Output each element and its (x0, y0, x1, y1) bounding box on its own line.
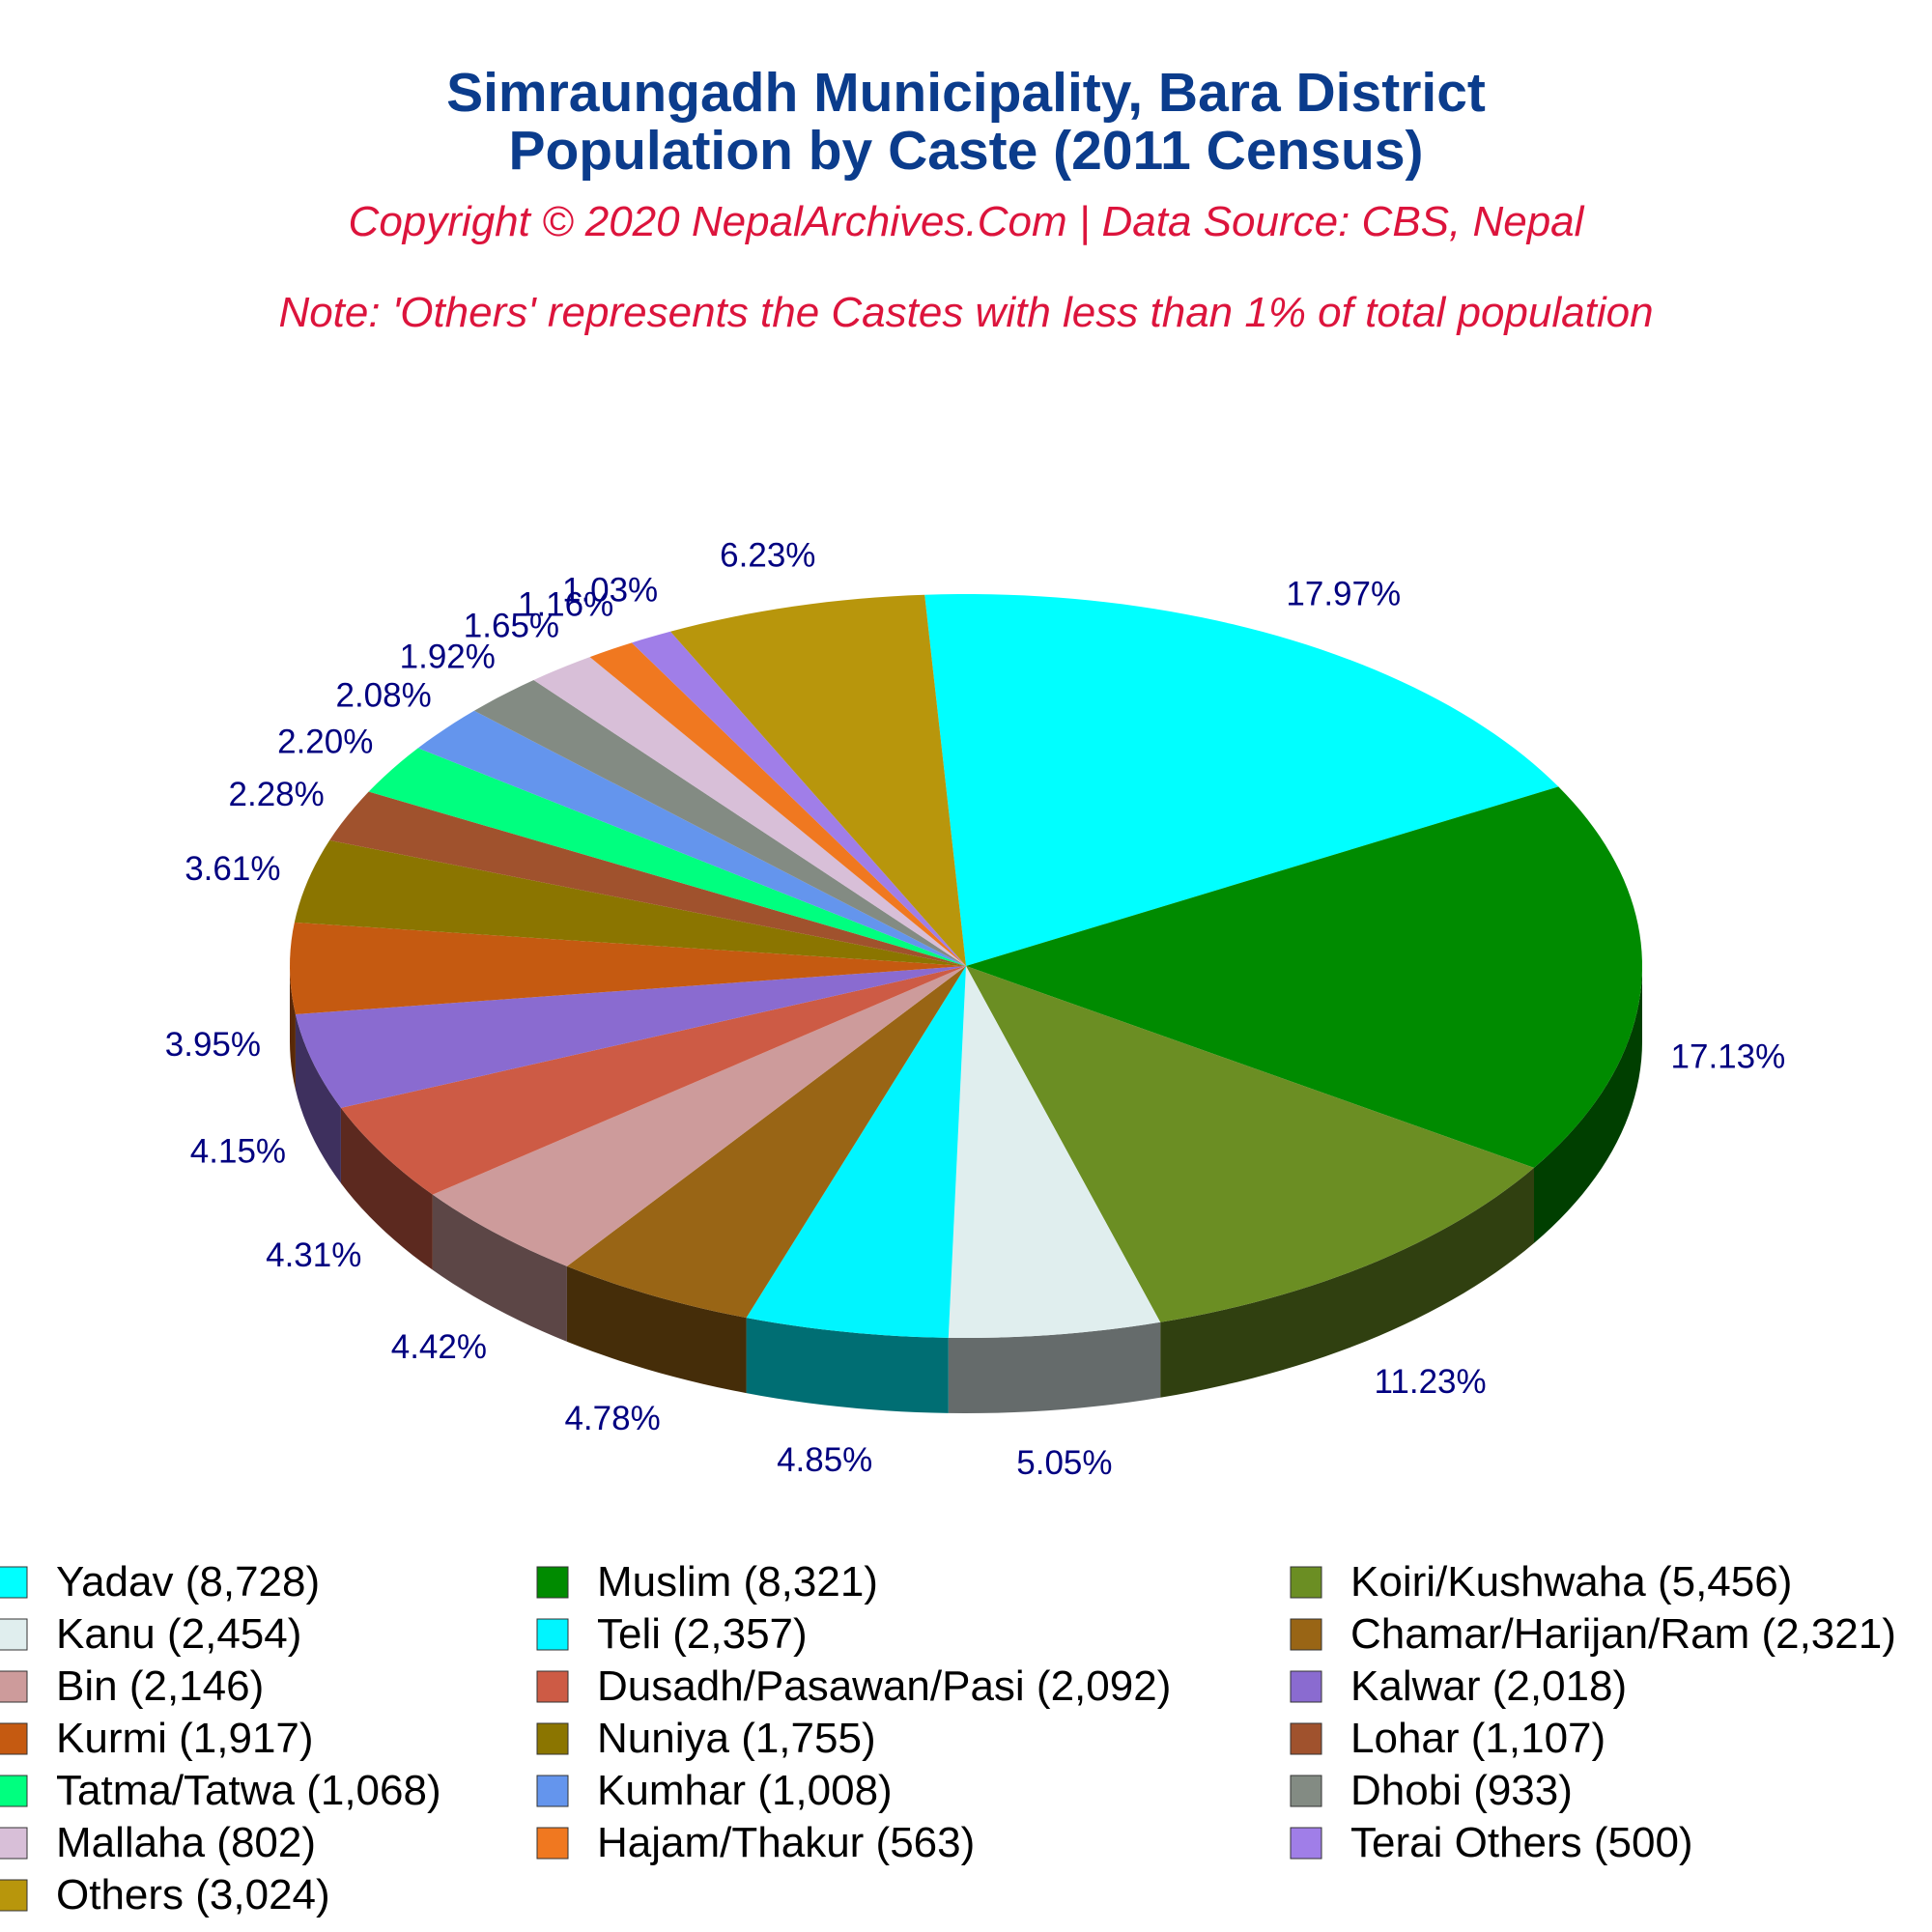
pie-side-kalwar (295, 1014, 341, 1183)
legend-swatch-dhobi (1290, 1775, 1322, 1807)
pie-slice-teli (746, 966, 966, 1338)
legend-label-terai-others: Terai Others (500) (1350, 1819, 1693, 1866)
pie-side-kurmi (290, 966, 296, 1091)
pct-label-yadav: 17.97% (1286, 576, 1401, 613)
pie-sides (290, 966, 1642, 1413)
pct-label-others: 6.23% (720, 536, 815, 574)
legend-label-kumhar: Kumhar (1,008) (597, 1767, 893, 1814)
legend-label-others: Others (3,024) (56, 1871, 330, 1918)
legend-swatch-muslim (536, 1566, 569, 1599)
legend-swatch-lohar (1290, 1722, 1322, 1755)
pct-label-chamar-harijan-ram: 4.78% (564, 1400, 660, 1437)
legend-swatch-mallaha (0, 1827, 28, 1860)
legend-label-kurmi: Kurmi (1,917) (56, 1715, 314, 1762)
pct-label-bin: 4.42% (391, 1328, 487, 1366)
pie-side-teli (746, 1318, 949, 1413)
note-text: Note: 'Others' represents the Castes wit… (278, 289, 1653, 336)
pie-slice-kurmi (290, 922, 966, 1015)
pie-side-koiri-kushwaha (1160, 1167, 1534, 1398)
pie-slice-kalwar (295, 966, 966, 1108)
pct-label-dusadh-pasawan-pasi: 4.31% (266, 1236, 361, 1274)
pct-label-hajam-thakur: 1.16% (518, 586, 613, 624)
pct-label-muslim: 17.13% (1671, 1038, 1786, 1076)
pie-side-bin (432, 1194, 567, 1342)
pie-slice-dhobi (473, 679, 966, 966)
pie-slice-chamar-harijan-ram (566, 966, 966, 1319)
pie-slice-kumhar (417, 710, 966, 966)
pie-slice-lohar (329, 791, 966, 966)
legend-label-lohar: Lohar (1,107) (1350, 1715, 1605, 1762)
legend-swatch-kanu (0, 1618, 28, 1651)
legend-swatch-others (0, 1879, 28, 1912)
legend: Yadav (8,728) Muslim (8,321) Koiri/Kushwah… (0, 1558, 1896, 1918)
chart-title: Simraungadh Municipality, Bara District (446, 62, 1486, 124)
pct-label-koiri-kushwaha: 11.23% (1375, 1363, 1487, 1401)
pct-label-kumhar: 2.08% (335, 677, 431, 715)
pie-slice-yadav (924, 594, 1559, 966)
legend-label-mallaha: Mallaha (802) (56, 1819, 316, 1866)
pct-label-terai-others: 1.03% (562, 572, 658, 610)
pie-slice-muslim (966, 786, 1642, 1168)
legend-swatch-chamar-harijan-ram (1290, 1618, 1322, 1651)
pct-label-teli: 4.85% (777, 1441, 872, 1479)
legend-label-dhobi: Dhobi (933) (1350, 1767, 1573, 1814)
legend-swatch-tatma-tatwa (0, 1775, 28, 1807)
legend-label-nuniya: Nuniya (1,755) (597, 1715, 876, 1762)
pie-slice-others (670, 594, 966, 966)
legend-swatch-terai-others (1290, 1827, 1322, 1860)
pie-slice-kanu (948, 966, 1161, 1338)
chart-title-line2: Population by Caste (2011 Census) (508, 120, 1423, 182)
pie-slice-terai-others (631, 631, 966, 966)
pie-slice-nuniya (294, 839, 966, 966)
pct-label-mallaha: 1.65% (464, 608, 559, 645)
pct-label-kanu: 5.05% (1016, 1444, 1112, 1482)
legend-label-chamar-harijan-ram: Chamar/Harijan/Ram (2,321) (1350, 1610, 1896, 1658)
pct-label-lohar: 2.28% (229, 776, 325, 813)
legend-swatch-hajam-thakur (536, 1827, 569, 1860)
pie-slice-tatma-tatwa (368, 748, 966, 966)
pct-label-nuniya: 3.61% (185, 850, 280, 888)
legend-swatch-kumhar (536, 1775, 569, 1807)
legend-label-dusadh-pasawan-pasi: Dusadh/Pasawan/Pasi (2,092) (597, 1662, 1171, 1710)
legend-label-tatma-tatwa: Tatma/Tatwa (1,068) (56, 1767, 441, 1814)
legend-label-bin: Bin (2,146) (56, 1662, 264, 1710)
legend-label-muslim: Muslim (8,321) (597, 1558, 878, 1605)
legend-swatch-kurmi (0, 1722, 28, 1755)
pct-label-dhobi: 1.92% (400, 638, 496, 675)
legend-swatch-koiri-kushwaha (1290, 1566, 1322, 1599)
pie-side-dusadh-pasawan-pasi (340, 1107, 433, 1270)
pie-slice-koiri-kushwaha (966, 966, 1534, 1322)
copyright-text: Copyright © 2020 NepalArchives.Com | Dat… (349, 198, 1585, 245)
pie-top (290, 594, 1642, 1338)
pie-slice-hajam-thakur (589, 642, 966, 966)
pct-label-tatma-tatwa: 2.20% (277, 723, 373, 760)
pie-side-chamar-harijan-ram (566, 1265, 747, 1394)
legend-label-hajam-thakur: Hajam/Thakur (563) (597, 1819, 975, 1866)
legend-label-kanu: Kanu (2,454) (56, 1610, 301, 1658)
pie-side-kanu (948, 1321, 1161, 1413)
legend-swatch-nuniya (536, 1722, 569, 1755)
pie-slice-dusadh-pasawan-pasi (340, 966, 966, 1195)
pie-side-muslim (1533, 966, 1642, 1243)
pct-label-kurmi: 3.95% (165, 1026, 261, 1064)
legend-swatch-teli (536, 1618, 569, 1651)
pie-slice-bin (432, 966, 966, 1266)
legend-swatch-yadav (0, 1566, 28, 1599)
legend-label-kalwar: Kalwar (2,018) (1350, 1662, 1627, 1710)
legend-swatch-dusadh-pasawan-pasi (536, 1670, 569, 1703)
legend-label-koiri-kushwaha: Koiri/Kushwaha (5,456) (1350, 1558, 1792, 1605)
legend-label-teli: Teli (2,357) (597, 1610, 808, 1658)
legend-label-yadav: Yadav (8,728) (56, 1558, 320, 1605)
pie-percent-labels: 17.97% 17.13% 11.23% 5.05% 4.85% 4.78% 4.42% 4.… (165, 536, 1785, 1482)
pie-slice-mallaha (533, 657, 966, 966)
legend-swatch-bin (0, 1670, 28, 1703)
legend-swatch-kalwar (1290, 1670, 1322, 1703)
pct-label-kalwar: 4.15% (190, 1132, 286, 1170)
